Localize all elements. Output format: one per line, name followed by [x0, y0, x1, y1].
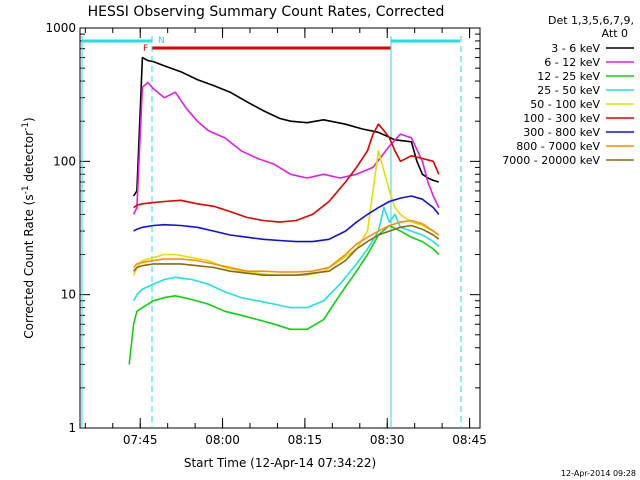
x-tick-label: 07:45	[123, 433, 158, 447]
y-axis-label: Corrected Count Rate (s-1 detector-1)	[21, 117, 36, 338]
flag-N-label: N	[158, 36, 165, 46]
y-tick-label: 10	[61, 288, 76, 302]
legend-entry-label: 7000 - 20000 keV	[502, 154, 600, 167]
x-tick-label: 08:45	[452, 433, 487, 447]
series-line-2	[132, 81, 440, 215]
legend-entry-label: 12 - 25 keV	[537, 70, 600, 83]
y-axis-label-end: )	[22, 117, 36, 122]
series-line-6	[133, 123, 440, 223]
y-tick-label: 100	[53, 154, 76, 168]
y-axis-label-main: Corrected Count Rate (s	[22, 194, 36, 338]
legend-entry-label: 800 - 7000 keV	[516, 140, 600, 153]
legend-entry-label: 3 - 6 keV	[551, 42, 600, 55]
series-line-1	[132, 56, 440, 197]
legend-entry-label: 6 - 12 keV	[544, 56, 600, 69]
y-tick-label: 1000	[45, 21, 76, 35]
y-axis-label-sup1: -1	[21, 185, 31, 194]
timestamp: 12-Apr-2014 09:28	[561, 469, 636, 478]
y-axis-label-mid: detector	[22, 131, 36, 186]
y-tick-label: 1	[68, 421, 76, 435]
chart-title: HESSI Observing Summary Count Rates, Cor…	[88, 4, 445, 20]
series-layer	[128, 56, 440, 365]
x-tick-label: 08:30	[370, 433, 405, 447]
series-line-3	[128, 224, 440, 365]
series-line-9	[133, 224, 440, 277]
legend-header-2: Att 0	[602, 27, 628, 40]
flag-F-label: F	[143, 44, 148, 54]
plot-frame	[79, 27, 481, 429]
y-axis-label-sup2: -1	[21, 122, 31, 131]
x-axis-label: Start Time (12-Apr-14 07:34:22)	[184, 456, 376, 470]
axes: 1 10 100 1000 07:45 08:00 08:15 08:30 08:45	[45, 21, 486, 447]
legend-entry-label: 25 - 50 keV	[537, 84, 600, 97]
legend-entry-label: 100 - 300 keV	[523, 112, 600, 125]
series-line-8	[133, 219, 440, 273]
x-tick-label: 08:00	[205, 433, 240, 447]
observing-flags: FN	[81, 36, 462, 428]
legend-entry-label: 300 - 800 keV	[523, 126, 600, 139]
legend-entry-label: 50 - 100 keV	[530, 98, 600, 111]
legend-header-1: Det 1,3,5,6,7,9,	[548, 14, 634, 27]
x-tick-label: 08:15	[288, 433, 323, 447]
series-line-7	[133, 195, 440, 243]
